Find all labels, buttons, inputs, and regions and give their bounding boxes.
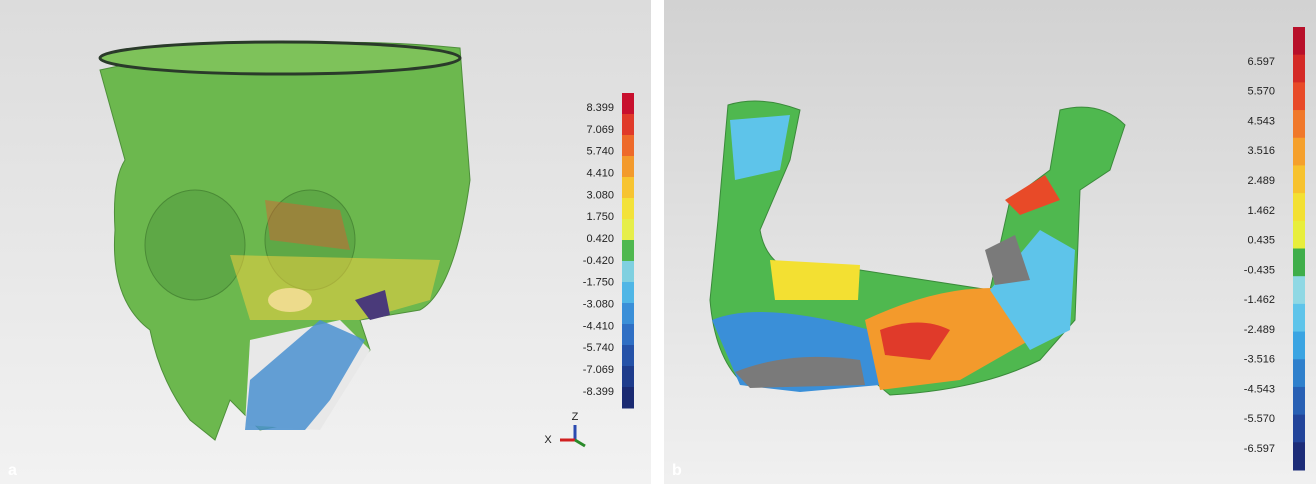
mandible-model: [709, 100, 1126, 396]
scale-segment: [1293, 303, 1305, 333]
scale-label: 2.489: [1247, 175, 1275, 187]
scale-segment: [622, 135, 634, 157]
scale-label: -5.570: [1244, 413, 1275, 425]
scale-segment: [622, 156, 634, 178]
scale-label: -4.543: [1244, 383, 1275, 395]
scale-segment: [1293, 414, 1305, 443]
scale-segment: [622, 387, 634, 409]
scale-segment: [1293, 110, 1305, 139]
scale-label: 8.399: [586, 102, 614, 114]
scale-segment: [1293, 193, 1305, 222]
scale-label: 1.462: [1247, 205, 1275, 217]
scale-label: -0.435: [1244, 264, 1275, 276]
scale-label: -5.740: [583, 342, 614, 354]
panel-label: a: [8, 462, 17, 479]
scale-segment: [622, 114, 634, 136]
panel-label: b: [672, 462, 682, 479]
scale-segment: [622, 324, 634, 346]
scale-segment: [1293, 276, 1305, 305]
scale-segment: [622, 198, 634, 220]
scale-segment: [1293, 137, 1305, 166]
scale-segment: [622, 261, 634, 283]
scale-label: -4.410: [583, 320, 614, 332]
scale-label: -3.516: [1244, 354, 1275, 366]
scale-segment: [622, 219, 634, 241]
scale-label: 7.069: [586, 124, 614, 136]
scale-label: -1.750: [583, 277, 614, 289]
scale-label: -7.069: [583, 364, 614, 376]
scale-segment: [1293, 54, 1305, 83]
panel-b-background: [664, 0, 1316, 484]
scale-segment: [1293, 442, 1305, 471]
scale-segment: [622, 366, 634, 388]
scale-label: -2.489: [1244, 324, 1275, 336]
scale-segment: [622, 345, 634, 367]
axis-x-label: X: [544, 434, 552, 446]
scale-label: 0.420: [586, 233, 614, 245]
scale-label: -3.080: [583, 299, 614, 311]
scale-segment: [1293, 165, 1305, 194]
scale-label: -1.462: [1244, 294, 1275, 306]
scale-label: 1.750: [586, 211, 614, 223]
scale-segment: [1293, 359, 1305, 388]
scale-label: -6.597: [1244, 443, 1275, 455]
scale-segment: [622, 93, 634, 115]
scale-label: -8.399: [583, 386, 614, 398]
axis-triad: [560, 425, 586, 448]
scale-label: 4.543: [1247, 115, 1275, 127]
scale-segment: [1293, 248, 1305, 277]
scale-label: 5.570: [1247, 86, 1275, 98]
scale-segment: [1293, 331, 1305, 360]
scale-label: 3.516: [1247, 145, 1275, 157]
scale-label: 3.080: [586, 189, 614, 201]
scale-segment: [1293, 386, 1305, 416]
scale-segment: [622, 240, 634, 262]
scale-label: -0.420: [583, 255, 614, 267]
scale-segment: [1293, 220, 1305, 249]
scale-segment: [1293, 27, 1305, 56]
scale-label: 4.410: [586, 167, 614, 179]
scale-segment: [1293, 82, 1305, 111]
scale-label: 6.597: [1247, 56, 1275, 68]
scale-label: 5.740: [586, 146, 614, 158]
scale-segment: [622, 303, 634, 325]
scale-segment: [622, 177, 634, 199]
scale-label: 0.435: [1247, 235, 1275, 247]
axis-z-label: Z: [572, 411, 579, 423]
scale-segment: [622, 282, 634, 304]
skull-model: [98, 40, 471, 441]
